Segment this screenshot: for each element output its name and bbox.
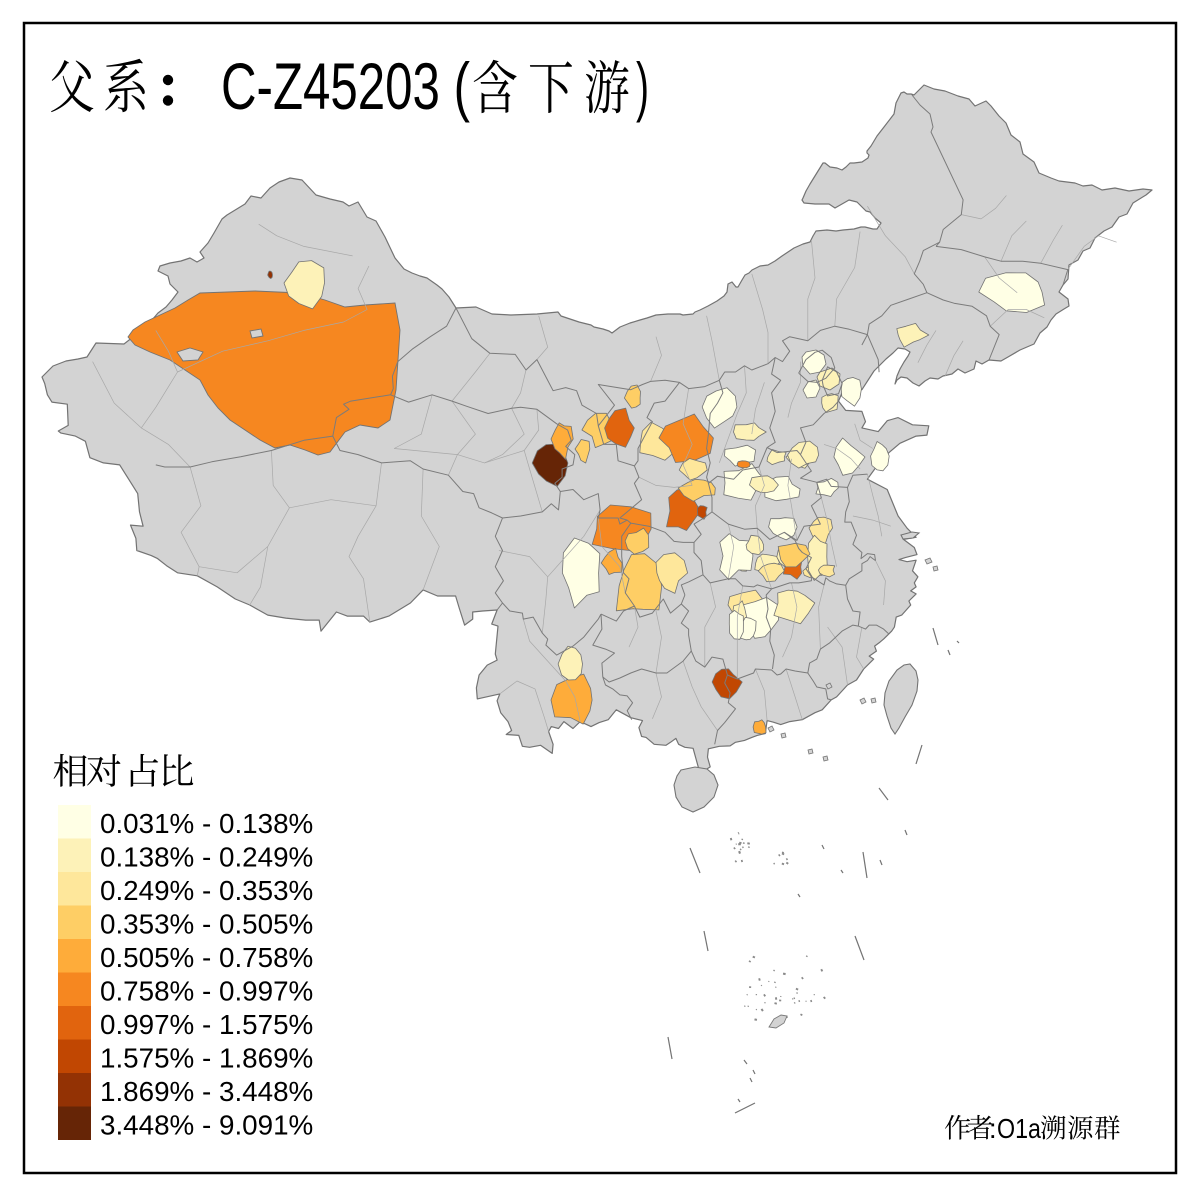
svg-text:0.997% - 1.575%: 0.997% - 1.575% bbox=[100, 1009, 313, 1040]
svg-text::: : bbox=[989, 1113, 997, 1144]
svg-text:0.353% - 0.505%: 0.353% - 0.505% bbox=[100, 909, 313, 940]
svg-text:0.758% - 0.997%: 0.758% - 0.997% bbox=[100, 976, 313, 1007]
svg-text:0.138% - 0.249%: 0.138% - 0.249% bbox=[100, 842, 313, 873]
svg-text:O1a: O1a bbox=[997, 1113, 1041, 1144]
svg-text:1.869% - 3.448%: 1.869% - 3.448% bbox=[100, 1076, 313, 1107]
svg-text:C-Z45203 (: C-Z45203 ( bbox=[221, 49, 470, 123]
svg-text:0.031% - 0.138%: 0.031% - 0.138% bbox=[100, 808, 313, 839]
svg-text:0.505% - 0.758%: 0.505% - 0.758% bbox=[100, 942, 313, 973]
svg-text:0.249% - 0.353%: 0.249% - 0.353% bbox=[100, 875, 313, 906]
svg-text:1.575% - 1.869%: 1.575% - 1.869% bbox=[100, 1043, 313, 1074]
svg-text:): ) bbox=[636, 49, 649, 123]
svg-text:3.448% - 9.091%: 3.448% - 9.091% bbox=[100, 1110, 313, 1141]
